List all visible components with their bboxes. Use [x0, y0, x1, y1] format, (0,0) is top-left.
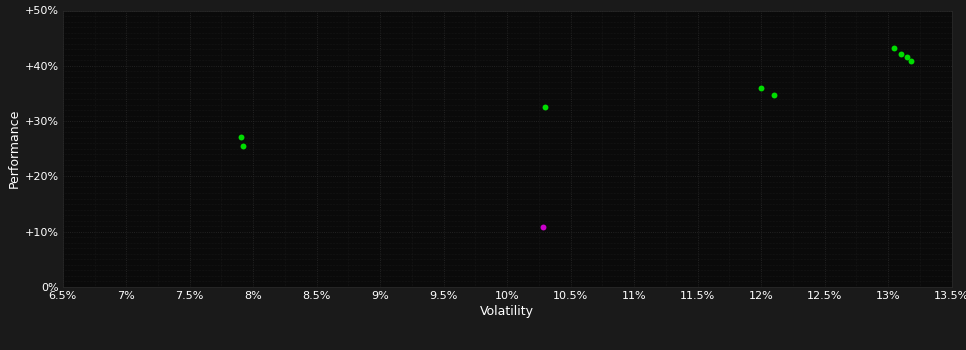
- Point: [887, 45, 902, 51]
- Point: [899, 54, 915, 60]
- Point: [753, 85, 769, 91]
- Point: [537, 105, 553, 110]
- Point: [236, 143, 251, 149]
- Y-axis label: Performance: Performance: [8, 109, 20, 188]
- Point: [535, 224, 551, 230]
- Point: [766, 92, 781, 97]
- Point: [893, 51, 908, 56]
- Point: [903, 58, 919, 64]
- X-axis label: Volatility: Volatility: [480, 305, 534, 318]
- Point: [233, 134, 248, 139]
